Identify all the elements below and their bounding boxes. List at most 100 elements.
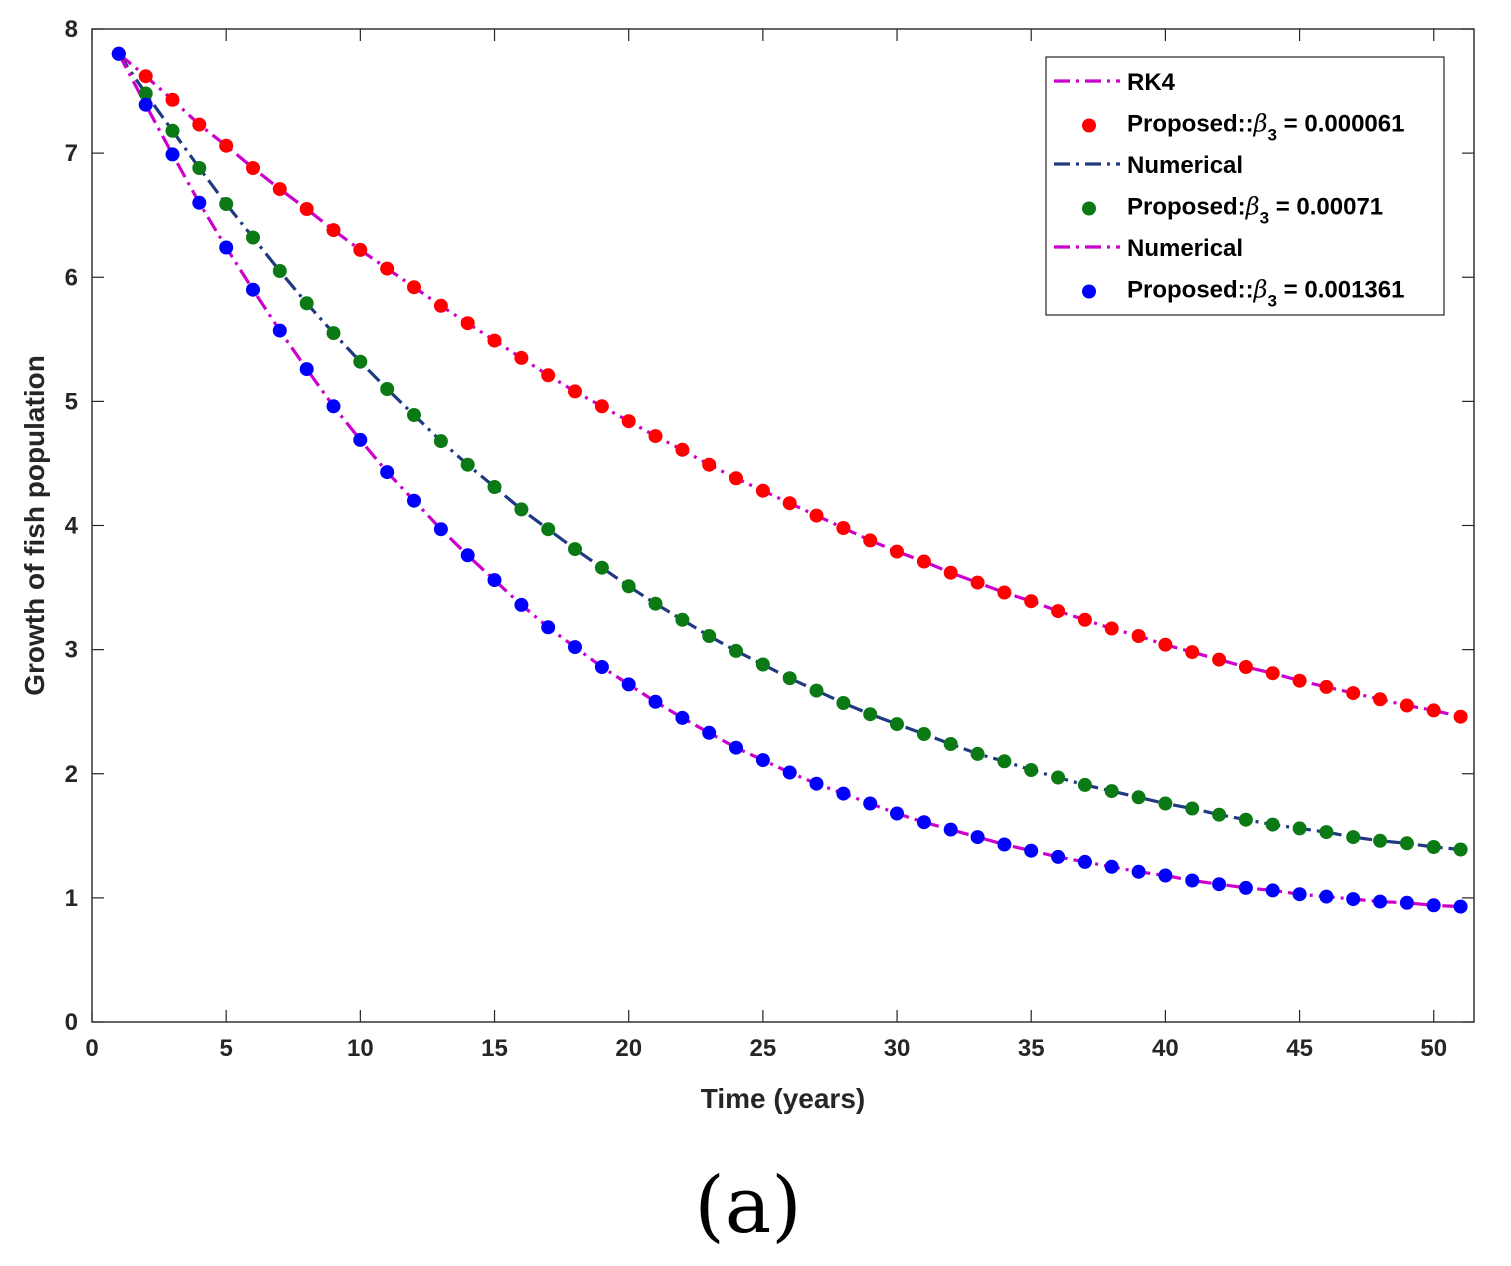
legend-label-text: Numerical: [1127, 152, 1243, 179]
data-point: [1265, 817, 1280, 832]
x-tick-label: 50: [1420, 1035, 1447, 1062]
data-point: [1373, 692, 1388, 707]
data-point: [782, 496, 797, 511]
data-point: [809, 776, 824, 791]
data-point: [353, 242, 368, 257]
x-tick-label: 35: [1018, 1035, 1045, 1062]
legend-marker-swatch: [1082, 284, 1096, 299]
legend-label-text: Proposed:: [1127, 194, 1246, 221]
data-point: [138, 97, 153, 112]
series-line-2: [117, 52, 1461, 852]
x-axis-title: Time (years): [701, 1083, 865, 1114]
data-point: [863, 533, 878, 548]
data-point: [729, 643, 743, 658]
legend-value: = 0.000061: [1277, 111, 1404, 138]
data-point: [1292, 821, 1307, 836]
data-point: [943, 565, 958, 580]
data-point: [1399, 836, 1414, 851]
data-point: [272, 264, 287, 278]
y-tick-label: 8: [65, 16, 78, 43]
data-point: [192, 117, 207, 132]
data-point: [1077, 854, 1092, 869]
data-point: [1212, 807, 1227, 822]
x-tick-label: 30: [884, 1035, 911, 1062]
data-point: [1104, 621, 1119, 636]
data-point: [299, 202, 314, 216]
data-point: [460, 548, 475, 563]
data-point: [138, 86, 153, 101]
data-point: [111, 46, 126, 61]
data-point: [219, 138, 234, 153]
y-tick-label: 6: [65, 264, 78, 291]
data-point: [1212, 652, 1227, 667]
data-point: [460, 457, 475, 472]
legend-label: Proposed::β3 = 0.001361: [1127, 276, 1404, 311]
y-tick-label: 0: [65, 1009, 78, 1036]
data-point: [1373, 833, 1388, 848]
data-point: [1373, 894, 1388, 909]
legend-label: Proposed:β3 = 0.00071: [1127, 193, 1383, 228]
legend-entry: Proposed::β3 = 0.000061: [1082, 110, 1404, 145]
data-point: [1131, 629, 1146, 643]
legend-label-text: Proposed::: [1127, 111, 1254, 138]
data-point: [997, 585, 1012, 600]
legend-value: = 0.001361: [1277, 277, 1404, 304]
data-point: [1265, 666, 1280, 681]
data-point: [1319, 679, 1334, 694]
legend-entry: Numerical: [1054, 235, 1243, 262]
data-point: [192, 195, 207, 210]
data-point: [594, 399, 609, 414]
legend-label: RK4: [1127, 69, 1176, 96]
data-point: [782, 671, 797, 686]
figure-caption: (a): [694, 1161, 801, 1251]
data-point: [1292, 887, 1307, 902]
data-point: [1453, 709, 1468, 724]
data-point: [165, 147, 180, 162]
data-point: [433, 434, 448, 449]
data-point: [1158, 637, 1173, 652]
y-tick-label: 2: [65, 761, 78, 788]
data-point: [621, 414, 636, 429]
data-point: [219, 240, 234, 255]
data-point: [970, 830, 985, 845]
data-point: [1051, 604, 1066, 619]
y-tick-label: 3: [65, 637, 78, 664]
data-point: [1104, 784, 1119, 799]
data-point: [675, 442, 690, 457]
legend-marker-swatch: [1082, 118, 1096, 133]
data-point: [809, 508, 824, 523]
data-point: [1346, 892, 1361, 907]
data-point: [407, 493, 421, 508]
data-point: [890, 806, 904, 821]
data-point: [702, 457, 717, 472]
data-point: [1238, 880, 1253, 895]
y-tick-label: 7: [65, 140, 78, 167]
legend-value: = 0.00071: [1269, 194, 1383, 221]
data-point: [836, 696, 851, 710]
data-point: [487, 333, 502, 348]
data-point: [1185, 873, 1200, 888]
data-point: [487, 573, 502, 588]
legend-entry: RK4: [1054, 69, 1176, 96]
data-point: [299, 362, 314, 377]
legend-entry: Proposed::β3 = 0.001361: [1082, 276, 1404, 311]
data-point: [916, 815, 931, 830]
series-markers-5: [111, 46, 1468, 914]
data-point: [1453, 899, 1468, 914]
data-point: [1077, 777, 1092, 792]
data-point: [970, 575, 985, 590]
data-point: [380, 261, 395, 276]
data-point: [272, 182, 287, 197]
y-tick-label: 4: [65, 513, 79, 540]
x-tick-label: 15: [481, 1035, 508, 1062]
data-point: [272, 323, 287, 338]
x-tick-label: 45: [1286, 1035, 1313, 1062]
data-point: [1131, 864, 1146, 879]
data-point: [675, 710, 690, 725]
legend-label: Numerical: [1127, 152, 1243, 179]
data-point: [1212, 877, 1227, 892]
data-point: [219, 197, 234, 211]
x-tick-label: 10: [347, 1035, 374, 1062]
